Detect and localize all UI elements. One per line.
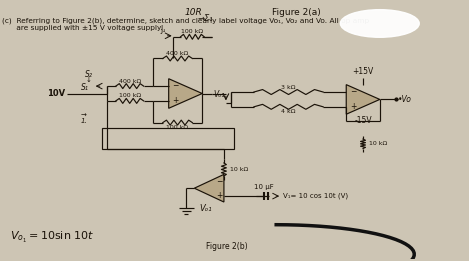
Polygon shape: [346, 85, 380, 114]
Polygon shape: [194, 174, 224, 202]
Text: •Vo: •Vo: [398, 95, 411, 104]
Text: Figure 2(a): Figure 2(a): [272, 8, 320, 17]
Text: Figure 2(b): Figure 2(b): [206, 242, 248, 251]
Text: →: →: [81, 113, 87, 119]
Text: Jᵤ: Jᵤ: [161, 25, 166, 34]
Text: +15V: +15V: [352, 67, 374, 76]
Text: -15V: -15V: [354, 116, 372, 125]
Text: 400 kΩ: 400 kΩ: [119, 79, 141, 84]
Polygon shape: [169, 79, 202, 108]
Text: ↓: ↓: [86, 77, 92, 83]
Text: (c)  Referring to Figure 2(b), determine, sketch and clearly label voltage Vo₁, : (c) Referring to Figure 2(b), determine,…: [2, 17, 369, 24]
Text: +: +: [216, 191, 222, 200]
Text: V₁= 10 cos 10t (V): V₁= 10 cos 10t (V): [283, 193, 348, 199]
Text: S₂: S₂: [85, 70, 93, 79]
Text: 1.: 1.: [81, 118, 88, 124]
Text: are supplied with ±15 V voltage supply.: are supplied with ±15 V voltage supply.: [2, 25, 163, 31]
Text: +: +: [173, 96, 179, 105]
Text: 10V: 10V: [47, 89, 65, 98]
Text: 10 kΩ: 10 kΩ: [230, 167, 248, 172]
Text: →Σ₁: →Σ₁: [197, 14, 213, 23]
Text: Vₒ₁: Vₒ₁: [213, 90, 225, 99]
Text: 400 kΩ: 400 kΩ: [166, 51, 189, 56]
Text: 10R: 10R: [184, 8, 202, 17]
Text: 100 kΩ: 100 kΩ: [182, 29, 204, 34]
Text: −: −: [216, 177, 222, 186]
Text: +: +: [350, 102, 356, 111]
Text: $V_{o_1}=10\sin\,10t$: $V_{o_1}=10\sin\,10t$: [10, 230, 94, 245]
Text: 4 kΩ: 4 kΩ: [281, 109, 296, 114]
Text: 3 kΩ: 3 kΩ: [281, 85, 296, 90]
Text: 10 kΩ: 10 kΩ: [369, 141, 387, 146]
Text: 100 kΩ: 100 kΩ: [166, 125, 189, 130]
Text: Vₒ₁: Vₒ₁: [199, 204, 212, 213]
Text: 10 μF: 10 μF: [254, 184, 273, 190]
Text: −: −: [350, 87, 356, 97]
Text: 100 kΩ: 100 kΩ: [119, 93, 141, 98]
Ellipse shape: [340, 10, 419, 37]
Text: S₁: S₁: [81, 82, 89, 92]
Text: −: −: [173, 82, 179, 91]
